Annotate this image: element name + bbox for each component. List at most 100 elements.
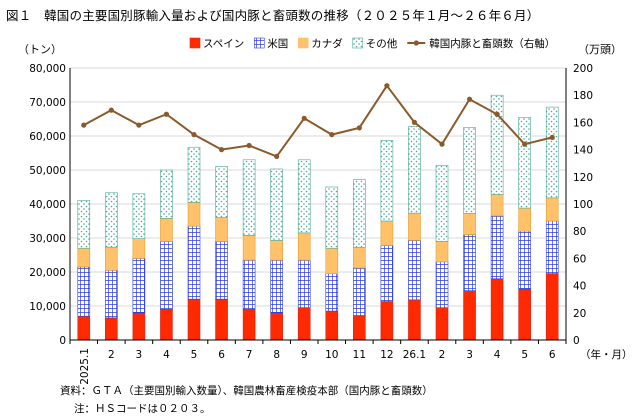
bar-segment <box>297 232 311 261</box>
slaughter-line <box>81 83 555 159</box>
bar-segment <box>270 259 283 314</box>
bar-segment <box>490 94 504 195</box>
bar-segment <box>463 290 476 341</box>
bar-segment <box>160 217 173 242</box>
slaughter-point <box>108 107 114 113</box>
bar-segment <box>380 220 394 246</box>
slaughter-point <box>246 142 252 149</box>
slaughter-point <box>163 111 170 117</box>
legend-label: 米国 <box>267 37 288 50</box>
bar-segment <box>463 127 476 214</box>
bar-segment <box>187 202 201 227</box>
source-note: 資料：ＧＴＡ（主要国別輸入数量）、韓国農林畜産検疫本部（国内豚と畜頭数） <box>60 385 433 397</box>
legend-swatch <box>189 37 201 49</box>
right-tick-label: 40 <box>573 281 586 293</box>
right-tick-label: 160 <box>573 117 593 129</box>
x-tick-label: 5 <box>191 349 198 361</box>
bar-segment <box>325 273 339 312</box>
x-tick-label: 8 <box>273 349 280 361</box>
bar-segment <box>545 197 559 222</box>
bar-segment <box>77 247 91 268</box>
bar-segment <box>325 247 339 274</box>
bar-segment <box>160 309 173 341</box>
legend: スペイン 米国 カナダ その他 韓国内豚と畜頭数（右軸） <box>189 37 555 50</box>
bar-segment <box>297 307 311 341</box>
right-tick-label: 0 <box>573 335 580 347</box>
x-tick-label: 9 <box>301 349 308 361</box>
slaughter-point <box>274 153 280 159</box>
slaughter-point <box>466 96 473 102</box>
bar-segment <box>187 225 201 300</box>
bar-segment <box>353 267 366 316</box>
x-tick-label: 6 <box>549 349 556 361</box>
bar-segment <box>380 140 394 222</box>
legend-label: その他 <box>366 37 398 50</box>
bar-segment <box>463 213 476 235</box>
bar-segment <box>490 215 504 280</box>
bar-segment <box>545 106 559 199</box>
x-tick-label: 6 <box>218 349 225 361</box>
footnote: 注：ＨＳコードは０２０３。 <box>74 403 211 415</box>
slaughter-point <box>411 119 418 125</box>
left-tick-label: 50,000 <box>29 165 66 177</box>
bar-segment <box>242 259 256 310</box>
left-tick-label: 30,000 <box>29 233 66 245</box>
x-tick-label: 3 <box>466 349 473 361</box>
left-tick-label: 80,000 <box>29 63 66 75</box>
bar-segment <box>545 273 559 341</box>
left-axis-unit: （トン） <box>18 43 62 56</box>
x-tick-label: 2025.1 <box>79 348 91 385</box>
slaughter-point <box>356 125 362 131</box>
left-tick-label: 70,000 <box>29 97 66 109</box>
slaughter-point <box>136 122 142 128</box>
bar-segment <box>215 217 228 242</box>
legend-label: スペイン <box>203 38 244 50</box>
bar-segment <box>545 220 559 275</box>
bar-segment <box>408 212 421 241</box>
bar-segment <box>518 117 531 209</box>
legend-label: カナダ <box>311 37 343 50</box>
gridlines <box>70 67 566 307</box>
bars <box>77 94 559 341</box>
axis-labels: 0 10,000 20,000 30,000 40,000 50,000 60,000 70,… <box>18 43 633 385</box>
axes <box>69 68 567 344</box>
bar-segment <box>160 241 173 310</box>
bar-segment <box>435 307 449 341</box>
chart-title: 図１ 韓国の主要国別豚輸入量および国内豚と畜頭数の推移（２０２５年１月～２６年６… <box>6 8 540 23</box>
bar-segment <box>132 238 146 259</box>
bar-segment <box>187 146 201 203</box>
right-tick-label: 60 <box>573 253 586 265</box>
x-tick-label: 10 <box>325 349 338 361</box>
x-tick-label: 2 <box>108 349 115 361</box>
slaughter-point <box>191 132 197 138</box>
slaughter-point <box>522 141 528 147</box>
right-tick-label: 100 <box>573 199 593 211</box>
bar-segment <box>270 168 283 241</box>
bar-segment <box>77 200 91 249</box>
bar-segment <box>490 194 504 217</box>
bar-segment <box>160 169 173 219</box>
bar-segment <box>325 310 339 341</box>
bar-segment <box>105 269 118 319</box>
right-tick-label: 20 <box>573 308 586 320</box>
slaughter-line-path <box>83 83 553 158</box>
legend-swatch <box>297 37 309 49</box>
bar-segment <box>242 159 256 236</box>
slaughter-point <box>301 115 307 121</box>
bar-segment <box>132 193 146 239</box>
bar-segment <box>435 261 449 308</box>
x-tick-label: 11 <box>353 349 366 361</box>
slaughter-point <box>218 147 225 153</box>
slaughter-point <box>81 122 87 128</box>
x-tick-label: 26.1 <box>403 349 426 361</box>
bar-segment <box>408 126 421 214</box>
bar-segment <box>270 240 283 261</box>
x-tick-label: 2 <box>439 349 446 361</box>
bar-segment <box>353 315 366 341</box>
slaughter-point <box>329 132 335 138</box>
legend-label: 韓国内豚と畜頭数（右軸） <box>429 37 555 50</box>
bar-segment <box>297 159 311 234</box>
bar-segment <box>435 241 449 263</box>
legend-swatch <box>253 37 265 49</box>
right-tick-label: 180 <box>573 90 593 102</box>
